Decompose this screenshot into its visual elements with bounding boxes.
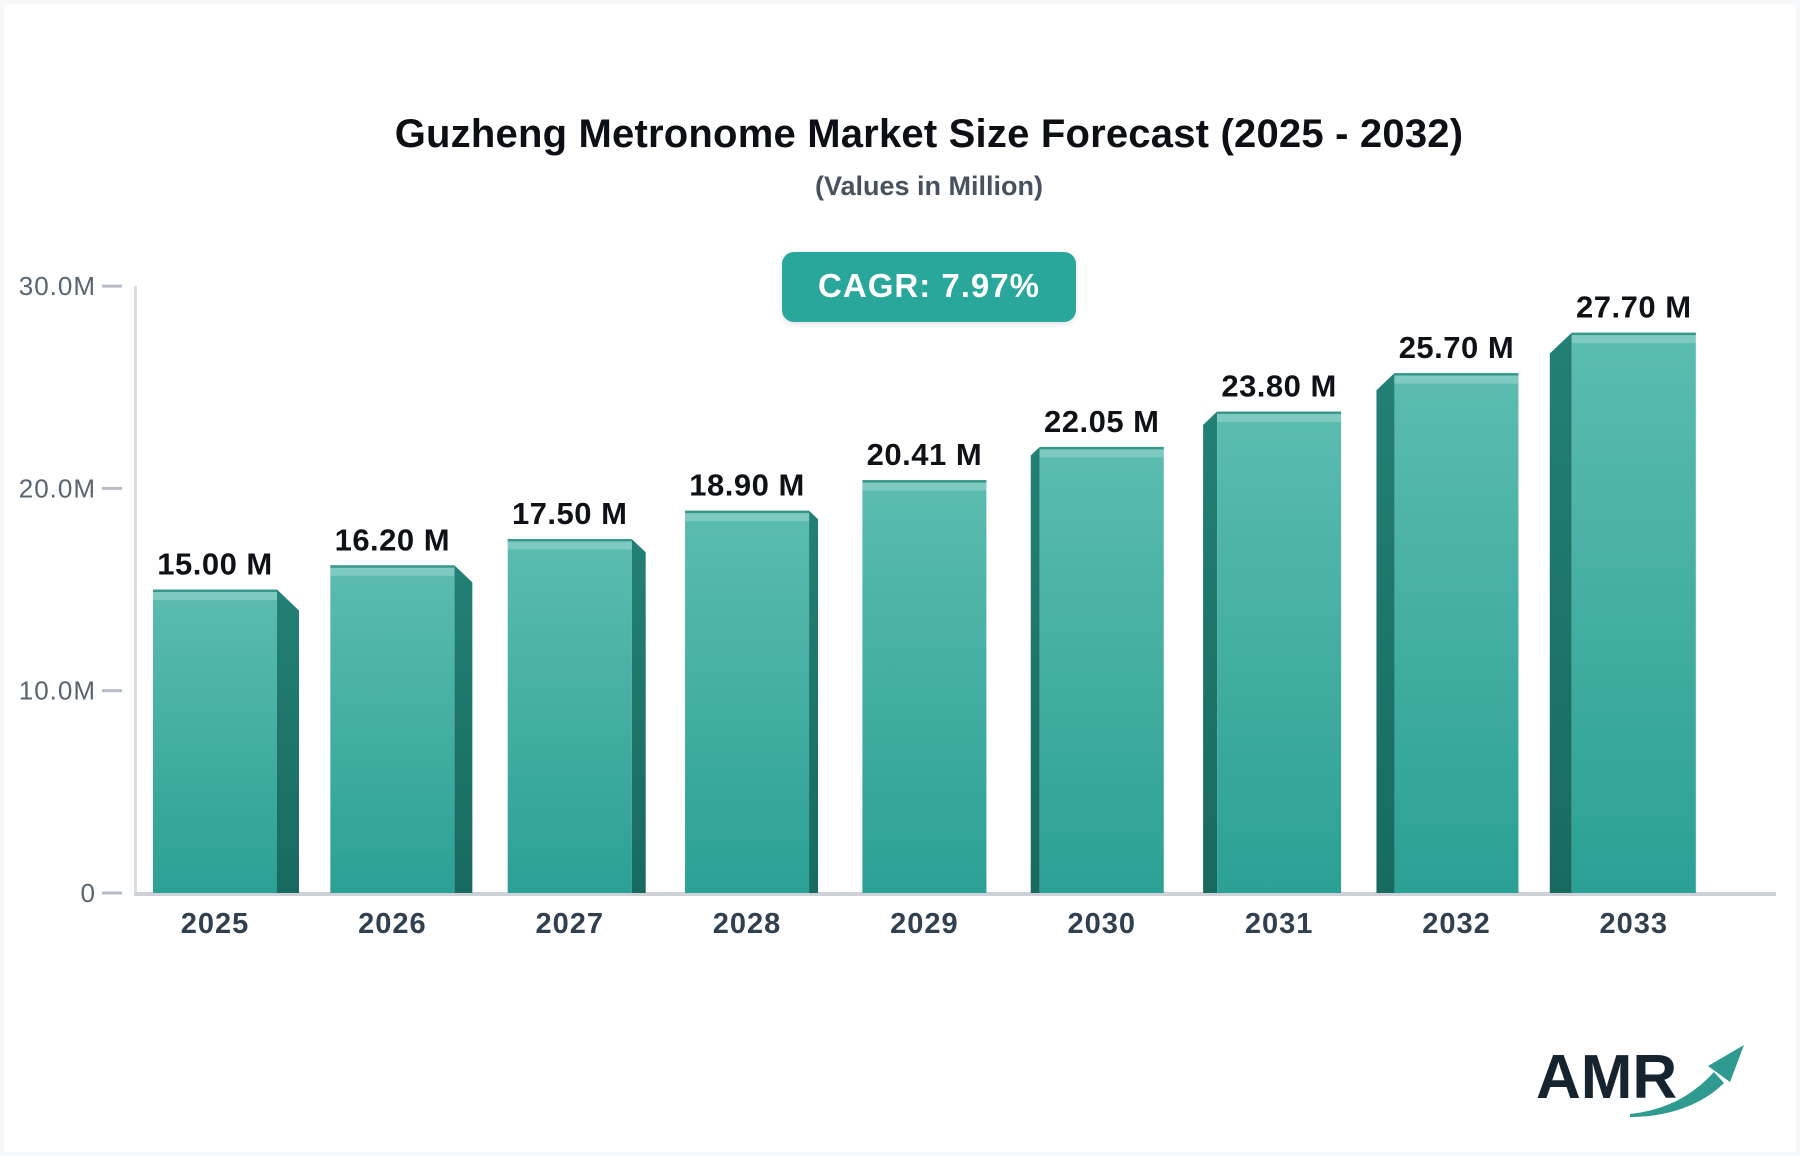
cagr-badge: CAGR: 7.97% [782,252,1076,322]
bar-group-2030: 22.05 M 2030 [1030,404,1164,940]
logo-growth-arrow-icon [1630,1045,1744,1117]
bar-side-face [631,538,646,893]
bar-group-2031: 23.80 M 2031 [1203,369,1342,940]
x-axis-label: 2027 [535,908,604,940]
bar [862,480,987,893]
bar-top-highlight [862,482,987,491]
y-tick [102,486,122,490]
bar-value-label: 18.90 M [689,468,805,503]
bar-top-edge [1571,332,1696,336]
bar [1039,446,1164,893]
bar [330,565,455,893]
bar-value-label: 25.70 M [1399,330,1515,365]
bar-group-2025: 15.00 M 2025 [153,547,299,940]
chart-subtitle: (Values in Million) [814,171,1044,201]
x-axis-label: 2028 [713,908,782,940]
bar-group-2032: 25.70 M 2032 [1376,330,1519,940]
bar-top-edge [1039,446,1164,450]
bar-value-label: 22.05 M [1044,404,1160,439]
amr-logo-text: AMR [1536,1043,1678,1112]
bar-top-highlight [330,567,455,576]
bar-top-edge [862,480,987,483]
x-axis-label: 2031 [1245,908,1314,940]
bar-side-face [809,510,819,893]
bar-top-highlight [507,541,632,550]
y-axis-label: 0 [81,878,96,908]
bar-value-label: 16.20 M [335,522,451,557]
bar [1394,373,1519,893]
bar-side-face [1376,373,1395,893]
bar-top-highlight [153,592,277,601]
amr-logo: AMR [1536,1042,1744,1132]
bar [507,538,632,893]
bar-top-edge [153,589,277,593]
chart-title: Guzheng Metronome Market Size Forecast (… [394,112,1464,156]
bar-top-highlight [1394,375,1519,384]
x-axis-label: 2030 [1067,908,1136,940]
bar [685,510,810,893]
x-axis-label: 2033 [1600,908,1669,940]
bar-side-face [1549,332,1572,893]
bar-value-label: 20.41 M [867,437,983,472]
bar-side-face [454,565,473,893]
bar-value-label: 15.00 M [157,547,273,582]
bar-group-2033: 27.70 M 2033 [1549,290,1696,940]
y-axis-line [134,286,137,897]
y-tick [102,891,122,895]
bar-side-face [1203,411,1218,893]
bar-group-2026: 16.20 M 2026 [330,522,473,940]
bar-top-edge [507,538,632,542]
bar-group-2028: 18.90 M 2028 [685,468,819,940]
bar-top-highlight [685,513,810,522]
bar-top-edge [685,510,810,514]
bar [153,589,277,893]
y-axis-label: 10.0M [19,676,96,706]
y-tick [102,689,122,693]
bar-side-face [1030,446,1040,893]
bar-top-edge [330,565,455,568]
bar-top-highlight [1217,414,1342,423]
x-axis-line [135,892,1776,896]
bar [1217,411,1342,893]
bar-group-2029: 20.41 M 2029 [862,437,987,940]
bar-chart: 30.0M 20.0M 10.0M 0 15.00 M 2025 16.20 M 2026 17… [19,271,1776,940]
bar-top-highlight [1039,449,1164,458]
x-axis-label: 2029 [890,908,959,940]
bar-top-edge [1394,373,1519,376]
y-axis-label: 20.0M [19,473,96,503]
y-tick [102,284,122,288]
y-axis-label: 30.0M [19,271,96,301]
bar [1571,332,1696,893]
bar-value-label: 23.80 M [1221,369,1337,404]
bar-value-label: 17.50 M [512,496,628,531]
bars: 15.00 M 2025 16.20 M 2026 17.50 M 2027 18.90 M… [153,290,1696,940]
bar-group-2027: 17.50 M 2027 [507,496,646,940]
chart-header: Guzheng Metronome Market Size Forecast (… [54,4,1796,322]
bar-top-highlight [1571,335,1696,344]
bar-side-face [277,589,299,893]
bar-top-edge [1217,411,1342,415]
x-axis-label: 2026 [358,908,427,940]
y-axis: 30.0M 20.0M 10.0M 0 [19,271,137,908]
x-axis-label: 2032 [1422,908,1491,940]
bar-value-label: 27.70 M [1576,290,1692,325]
x-axis-label: 2025 [181,908,250,940]
